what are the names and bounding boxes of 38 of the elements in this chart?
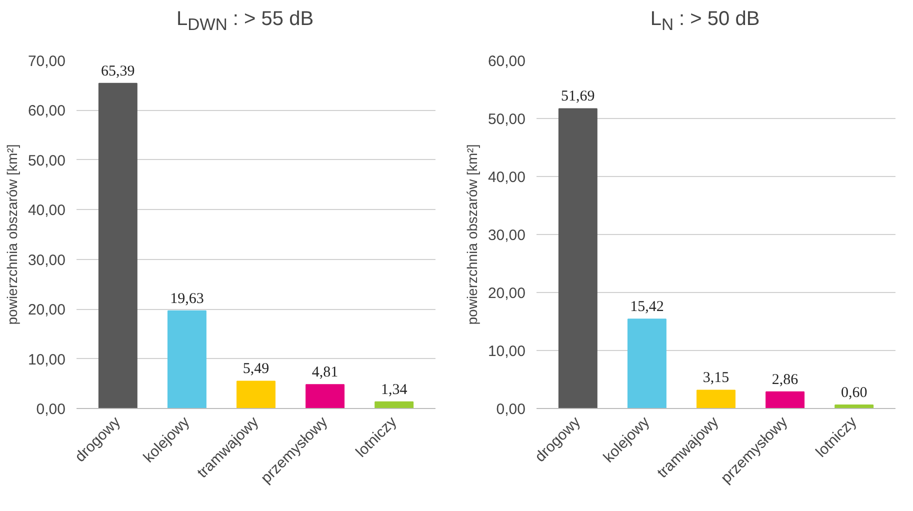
data-label: 51,69: [561, 88, 595, 105]
chart-title: L$_{N}$ : > 50 dB: [649, 7, 761, 36]
bar: [696, 390, 736, 408]
y-tick-label: 40,00: [488, 169, 526, 186]
bar: [98, 82, 138, 408]
y-tick-label: 0,00: [36, 401, 66, 418]
bar: [558, 108, 598, 408]
y-tick-label: 50,00: [488, 111, 526, 128]
y-tick-label: 20,00: [488, 285, 526, 302]
data-label: 3,15: [702, 370, 730, 386]
y-tick-label: 0,00: [496, 401, 526, 418]
y-tick-label: 10,00: [28, 351, 66, 368]
y-axis-title: powierzchnia obszarów [km²]: [464, 144, 480, 325]
y-tick-label: 50,00: [28, 152, 66, 170]
y-tick-label: 10,00: [488, 343, 526, 360]
y-tick-label: 30,00: [488, 227, 526, 244]
y-axis-title: powierzchnia obszarów [km²]: [4, 144, 20, 325]
bar: [236, 380, 276, 408]
data-label: 2,86: [772, 372, 799, 388]
data-label: 4,81: [312, 364, 338, 381]
data-label: 1,34: [380, 382, 408, 398]
data-label: 0,60: [840, 385, 868, 402]
bar: [167, 310, 206, 408]
data-label: 65,39: [101, 63, 135, 80]
y-tick-label: 20,00: [28, 302, 66, 319]
data-label: 19,63: [170, 290, 204, 307]
bar: [627, 318, 666, 408]
data-label: 5,49: [242, 361, 270, 378]
bar: [374, 401, 414, 408]
y-tick-label: 40,00: [28, 202, 66, 220]
y-tick-label: 70,00: [28, 53, 66, 70]
bar: [766, 391, 805, 408]
chart-title: L$_{DWN}$ : > 55 dB: [175, 7, 315, 36]
y-tick-label: 30,00: [28, 252, 66, 269]
data-label: 15,42: [630, 299, 664, 316]
bar: [306, 384, 345, 408]
y-tick-label: 60,00: [488, 53, 526, 70]
y-tick-label: 60,00: [28, 102, 66, 120]
